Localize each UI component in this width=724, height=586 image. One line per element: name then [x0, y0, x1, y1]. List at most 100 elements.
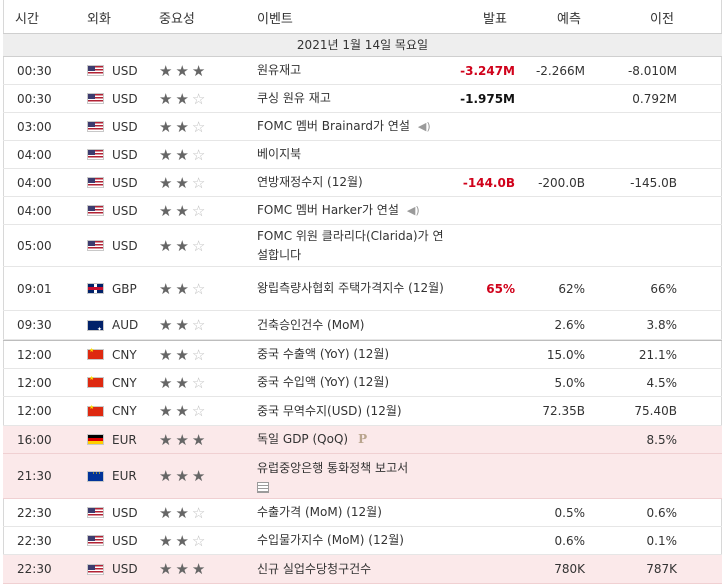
header-currency[interactable]: 외화 [87, 12, 111, 27]
star-empty-icon: ☆ [191, 531, 209, 550]
header-actual[interactable]: 발표 [483, 12, 507, 27]
row-actual [443, 527, 515, 554]
row-forecast [523, 454, 585, 498]
header-previous[interactable]: 이전 [650, 12, 674, 27]
event-link[interactable]: 신규 실업수당청구건수 [257, 561, 372, 576]
row-time: 22:30 [17, 505, 52, 520]
event-link[interactable]: 쿠싱 원유 재고 [257, 91, 331, 105]
row-actual [443, 369, 515, 396]
event-link[interactable]: 건축승인건수 (MoM) [257, 317, 365, 332]
event-link[interactable]: 독일 GDP (QoQ) [257, 432, 349, 446]
document-icon[interactable] [257, 482, 269, 493]
star-empty-icon: ☆ [191, 173, 209, 192]
row-actual [443, 341, 515, 368]
table-row[interactable]: 09:30 AUD ★★☆ 건축승인건수 (MoM) 2.6% 3.8% [3, 311, 722, 340]
row-previous: 8.5% [646, 432, 678, 447]
row-time: 22:30 [17, 533, 52, 548]
row-previous [603, 141, 677, 168]
event-link[interactable]: 베이지북 [257, 147, 302, 161]
importance-stars: ★★ ☆ [159, 169, 229, 196]
table-row[interactable]: 09:01 GBP ★★ ☆ 왕립측량사협회 주택가격지수 (12월) 65% 6… [3, 267, 722, 311]
row-previous: 66% [650, 281, 677, 296]
event-link[interactable]: 수출가격 (MoM) (12월) [257, 505, 382, 519]
table-row[interactable]: 04:00 USD ★★ ☆ FOMC 멤버 Harker가 연설 ◀) [3, 197, 722, 225]
table-row[interactable]: 12:00 CNY ★★☆ 중국 무역수지(USD) (12월) 72.35B … [3, 397, 722, 426]
row-currency: USD [112, 533, 138, 548]
date-band: 2021년 1월 14일 목요일 [3, 33, 722, 57]
event-link[interactable]: 원유재고 [257, 63, 302, 77]
table-row[interactable]: 22:30 USD ★★ ☆ 수출가격 (MoM) (12월) 0.5% 0.6% [3, 499, 722, 527]
row-time: 00:30 [17, 91, 52, 106]
table-row[interactable]: 12:00 CNY ★★☆ 중국 수출액 (YoY) (12월) 15.0% 2… [3, 340, 722, 369]
us-flag-icon [87, 563, 104, 575]
us-flag-icon [87, 507, 104, 518]
star-icon: ★★★ [159, 430, 209, 449]
table-header: 시간 외화 중요성 이벤트 발표 예측 이전 [3, 0, 722, 33]
table-row[interactable]: 00:30 USD ★★★ 원유재고 -3.247M -2.266M -8.01… [3, 57, 722, 85]
row-forecast: -200.0B [538, 175, 585, 190]
row-currency: CNY [112, 375, 137, 390]
row-time: 12:00 [17, 404, 52, 418]
row-forecast [523, 113, 585, 140]
header-forecast[interactable]: 예측 [557, 12, 581, 27]
event-link[interactable]: 중국 수입액 (YoY) (12월) [257, 375, 390, 389]
event-link[interactable]: 수입물가지수 (MoM) (12월) [257, 533, 404, 547]
star-icon: ★★ [159, 316, 192, 334]
importance-stars: ★★ ☆ [159, 341, 229, 368]
de-flag-icon [87, 434, 104, 445]
star-icon: ★★ [159, 503, 192, 522]
star-icon: ★★ [159, 345, 192, 364]
event-link[interactable]: FOMC 멤버 Harker가 연설 [257, 203, 399, 217]
eu-flag-icon [87, 469, 104, 482]
row-actual [443, 311, 515, 339]
row-previous [603, 454, 677, 498]
star-empty-icon: ☆ [191, 373, 209, 392]
table-row[interactable]: 04:00 USD ★★ ☆ 베이지북 [3, 141, 722, 169]
table-row[interactable]: 16:00 EUR ★★★ 독일 GDP (QoQ) P 8.5% [3, 426, 722, 454]
row-forecast [523, 426, 585, 453]
star-empty-icon: ☆ [191, 145, 209, 164]
row-forecast [523, 85, 585, 112]
table-row[interactable]: 04:00 USD ★★ ☆ 연방재정수지 (12월) -144.0B -200.… [3, 169, 722, 197]
star-icon: ★★★ [159, 560, 209, 578]
table-row[interactable]: 21:30 EUR ★★★ 유럽중앙은행 통화정책 보고서 [3, 454, 722, 499]
row-actual [443, 225, 515, 266]
event-link[interactable]: 중국 수출액 (YoY) (12월) [257, 347, 390, 361]
row-forecast [523, 197, 585, 224]
star-empty-icon: ☆ [191, 201, 209, 220]
event-link[interactable]: FOMC 위원 클라리다(Clarida)가 연설합니다 [257, 228, 444, 262]
event-link[interactable]: FOMC 멤버 Brainard가 연설 [257, 119, 410, 133]
star-icon: ★★ [159, 402, 192, 420]
importance-stars: ★★ ☆ [159, 85, 229, 112]
table-row[interactable]: 22:30 USD ★★★ 신규 실업수당청구건수 780K 787K [3, 555, 722, 584]
event-link[interactable]: 중국 무역수지(USD) (12월) [257, 403, 402, 418]
table-row[interactable]: 00:30 USD ★★ ☆ 쿠싱 원유 재고 -1.975M 0.792M [3, 85, 722, 113]
table-row[interactable]: 22:30 USD ★★ ☆ 수입물가지수 (MoM) (12월) 0.6% 0.… [3, 527, 722, 555]
row-currency: USD [112, 505, 138, 520]
table-row[interactable]: 12:00 CNY ★★☆ 중국 수입액 (YoY) (12월) 5.0% 4.… [3, 369, 722, 397]
us-flag-icon [87, 149, 104, 160]
row-time: 12:00 [17, 347, 52, 362]
row-currency: USD [112, 203, 138, 218]
header-time[interactable]: 시간 [15, 12, 39, 27]
table-row[interactable]: 03:00 USD ★★ ☆ FOMC 멤버 Brainard가 연설 ◀) [3, 113, 722, 141]
row-previous: -145.0B [630, 175, 677, 190]
table-row[interactable]: 05:00 USD ★★ ☆ FOMC 위원 클라리다(Clarida)가 연설합… [3, 225, 722, 267]
row-forecast: 5.0% [554, 375, 586, 390]
us-flag-icon [87, 93, 104, 104]
event-link[interactable]: 연방재정수지 (12월) [257, 175, 363, 189]
importance-stars: ★★★ [159, 426, 229, 453]
event-link[interactable]: 왕립측량사협회 주택가격지수 (12월) [257, 281, 444, 295]
event-link[interactable]: 유럽중앙은행 통화정책 보고서 [257, 461, 409, 475]
importance-stars: ★★ ☆ [159, 141, 229, 168]
row-forecast: 72.35B [542, 404, 585, 418]
row-forecast: 0.6% [554, 533, 586, 548]
header-importance[interactable]: 중요성 [159, 12, 195, 27]
us-flag-icon [87, 121, 104, 132]
row-forecast [523, 141, 585, 168]
row-actual [443, 141, 515, 168]
star-icon: ★★ [159, 279, 192, 298]
header-event[interactable]: 이벤트 [257, 12, 293, 27]
row-forecast: 2.6% [554, 318, 586, 332]
row-currency: USD [112, 119, 138, 134]
